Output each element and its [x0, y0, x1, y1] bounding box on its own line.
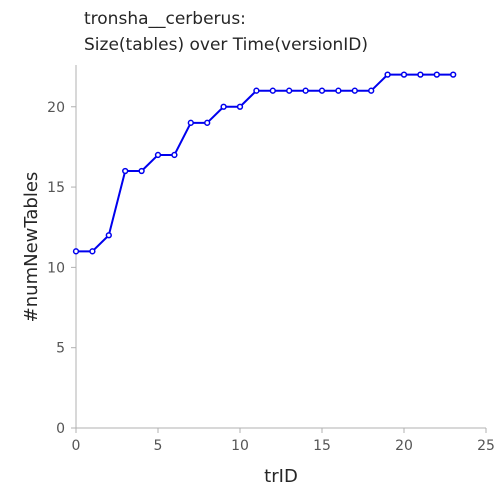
- data-point: [204, 119, 211, 126]
- x-tick-label: 5: [154, 438, 163, 454]
- data-point: [236, 103, 244, 110]
- ticks-layer: 0 5 10 15 20 25 0 5 10 15 20: [47, 100, 495, 454]
- data-point: [220, 103, 227, 110]
- x-tick-label: 10: [231, 438, 249, 454]
- x-tick-label: 0: [72, 438, 81, 454]
- plot-area: 0 5 10 15 20 25 0 5 10 15 20: [47, 65, 495, 454]
- data-point: [171, 151, 178, 159]
- data-point: [400, 71, 408, 78]
- data-point: [351, 87, 358, 94]
- y-axis-label: #numNewTables: [21, 172, 42, 323]
- x-tick-label: 15: [313, 438, 331, 454]
- data-point: [384, 71, 391, 78]
- data-point: [417, 71, 424, 78]
- y-tick-label: 5: [56, 341, 65, 357]
- x-tick-label: 20: [395, 438, 413, 454]
- series-layer: [72, 71, 457, 255]
- data-point: [138, 167, 145, 175]
- data-point: [286, 87, 293, 94]
- data-point: [187, 119, 194, 126]
- chart-title-line-1: tronsha__cerberus:: [84, 9, 246, 29]
- chart-title-line-2: Size(tables) over Time(versionID): [84, 35, 368, 55]
- data-point: [154, 151, 162, 159]
- data-point: [433, 71, 440, 78]
- data-point: [105, 232, 112, 239]
- series-line: [76, 73, 454, 253]
- x-axis-label: trID: [264, 466, 298, 487]
- data-point: [318, 87, 326, 94]
- data-point: [72, 248, 80, 255]
- y-tick-label: 20: [47, 100, 65, 116]
- y-tick-label: 10: [47, 260, 65, 276]
- y-tick-label: 15: [47, 180, 65, 196]
- x-tick-label: 25: [477, 438, 495, 454]
- y-tick-label: 0: [56, 421, 65, 437]
- data-point: [253, 87, 260, 94]
- data-point: [302, 87, 309, 94]
- data-point: [368, 87, 375, 94]
- data-point: [450, 71, 457, 78]
- data-point: [89, 248, 96, 255]
- data-point: [122, 167, 129, 175]
- data-point: [269, 87, 276, 94]
- data-point: [335, 87, 342, 94]
